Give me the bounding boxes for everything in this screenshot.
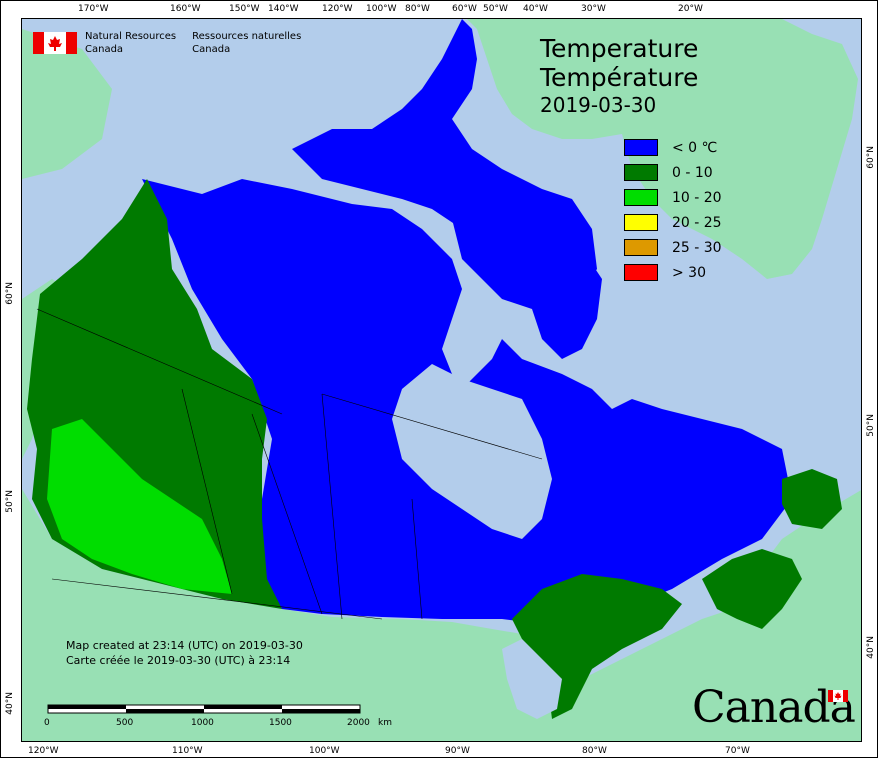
map-title: Temperature Température 2019-03-30 bbox=[540, 34, 698, 118]
legend-label-2: 10 - 20 bbox=[672, 189, 722, 206]
legend-item-2: 10 - 20 bbox=[624, 185, 722, 210]
nrcan-header: Natural Resources Canada Ressources natu… bbox=[33, 30, 317, 56]
legend-label-1: 0 - 10 bbox=[672, 164, 713, 181]
nrcan-en-line2: Canada bbox=[85, 44, 124, 55]
tick-top-11: 20°W bbox=[678, 4, 703, 14]
tick-bottom-0: 120°W bbox=[28, 746, 59, 756]
tick-top-10: 30°W bbox=[581, 4, 606, 14]
tick-top-7: 60°W bbox=[452, 4, 477, 14]
tick-top-1: 160°W bbox=[170, 4, 201, 14]
scale-bar bbox=[47, 704, 361, 714]
legend-item-5: > 30 bbox=[624, 260, 722, 285]
legend-label-4: 25 - 30 bbox=[672, 239, 722, 256]
canada-wordmark: Canada bbox=[692, 682, 856, 733]
maritimes-green-region bbox=[702, 549, 802, 629]
tick-top-0: 170°W bbox=[78, 4, 109, 14]
tick-bottom-3: 90°W bbox=[445, 746, 470, 756]
legend-swatch-1 bbox=[624, 164, 658, 181]
scale-label-3: 1500 bbox=[269, 718, 292, 728]
legend-swatch-2 bbox=[624, 189, 658, 206]
tick-right-1: 50°N bbox=[866, 414, 876, 437]
nrcan-en-line1: Natural Resources bbox=[85, 31, 177, 42]
nrcan-name-en: Natural Resources Canada bbox=[85, 30, 176, 56]
tick-top-3: 140°W bbox=[268, 4, 299, 14]
tick-top-8: 50°W bbox=[483, 4, 508, 14]
tick-bottom-5: 70°W bbox=[725, 746, 750, 756]
usa-land bbox=[22, 489, 861, 741]
tick-right-2: 40°N bbox=[866, 636, 876, 659]
tick-right-0: 60°N bbox=[866, 146, 876, 169]
bc-warm-region bbox=[47, 419, 232, 594]
legend-swatch-3 bbox=[624, 214, 658, 231]
alaska-north-land bbox=[22, 29, 112, 179]
legend-label-0: < 0 ℃ bbox=[672, 139, 718, 156]
tick-left-0: 60°N bbox=[5, 282, 15, 305]
legend-item-4: 25 - 30 bbox=[624, 235, 722, 260]
legend-label-3: 20 - 25 bbox=[672, 214, 722, 231]
creation-note: Map created at 23:14 (UTC) on 2019-03-30… bbox=[66, 638, 303, 668]
tick-bottom-1: 110°W bbox=[172, 746, 203, 756]
scale-label-4: 2000 bbox=[347, 718, 370, 728]
baffin-island-cold bbox=[452, 199, 602, 359]
legend-label-5: > 30 bbox=[672, 264, 706, 281]
tick-top-9: 40°W bbox=[523, 4, 548, 14]
tick-top-4: 120°W bbox=[322, 4, 353, 14]
scale-label-0: 0 bbox=[44, 718, 50, 728]
greenland-land bbox=[467, 19, 858, 279]
creation-note-en: Map created at 23:14 (UTC) on 2019-03-30 bbox=[66, 639, 303, 652]
tick-bottom-4: 80°W bbox=[582, 746, 607, 756]
legend-item-0: < 0 ℃ bbox=[624, 135, 722, 160]
tick-top-6: 80°W bbox=[405, 4, 430, 14]
canada-flag-icon bbox=[33, 32, 77, 54]
scale-label-1: 500 bbox=[116, 718, 134, 728]
tick-top-2: 150°W bbox=[229, 4, 260, 14]
tick-left-1: 50°N bbox=[5, 490, 15, 513]
wordmark-flag-icon bbox=[828, 690, 848, 702]
tick-left-2: 40°N bbox=[5, 692, 15, 715]
map-area bbox=[21, 18, 862, 742]
nrcan-name-fr: Ressources naturelles Canada bbox=[192, 30, 301, 56]
newfoundland-green-region bbox=[782, 469, 842, 529]
tick-top-5: 100°W bbox=[366, 4, 397, 14]
legend-item-3: 20 - 25 bbox=[624, 210, 722, 235]
hudson-bay-water bbox=[392, 364, 552, 539]
provincial-borders bbox=[36, 308, 543, 620]
map-date: 2019-03-30 bbox=[540, 93, 657, 117]
legend-swatch-0 bbox=[624, 139, 658, 156]
creation-note-fr: Carte créée le 2019-03-30 (UTC) à 23:14 bbox=[66, 654, 291, 667]
temperature-map bbox=[22, 19, 861, 741]
title-en: Temperature bbox=[540, 34, 699, 63]
tick-bottom-2: 100°W bbox=[309, 746, 340, 756]
great-lakes-water bbox=[502, 639, 562, 719]
legend-item-1: 0 - 10 bbox=[624, 160, 722, 185]
nrcan-fr-line1: Ressources naturelles bbox=[192, 31, 302, 42]
title-fr: Température bbox=[540, 63, 699, 92]
scale-unit: km bbox=[378, 718, 392, 728]
nrcan-fr-line2: Canada bbox=[192, 44, 231, 55]
legend-swatch-4 bbox=[624, 239, 658, 256]
scale-label-2: 1000 bbox=[191, 718, 214, 728]
legend: < 0 ℃ 0 - 10 10 - 20 20 - 25 25 - 30 > 3… bbox=[624, 135, 722, 285]
legend-swatch-5 bbox=[624, 264, 658, 281]
